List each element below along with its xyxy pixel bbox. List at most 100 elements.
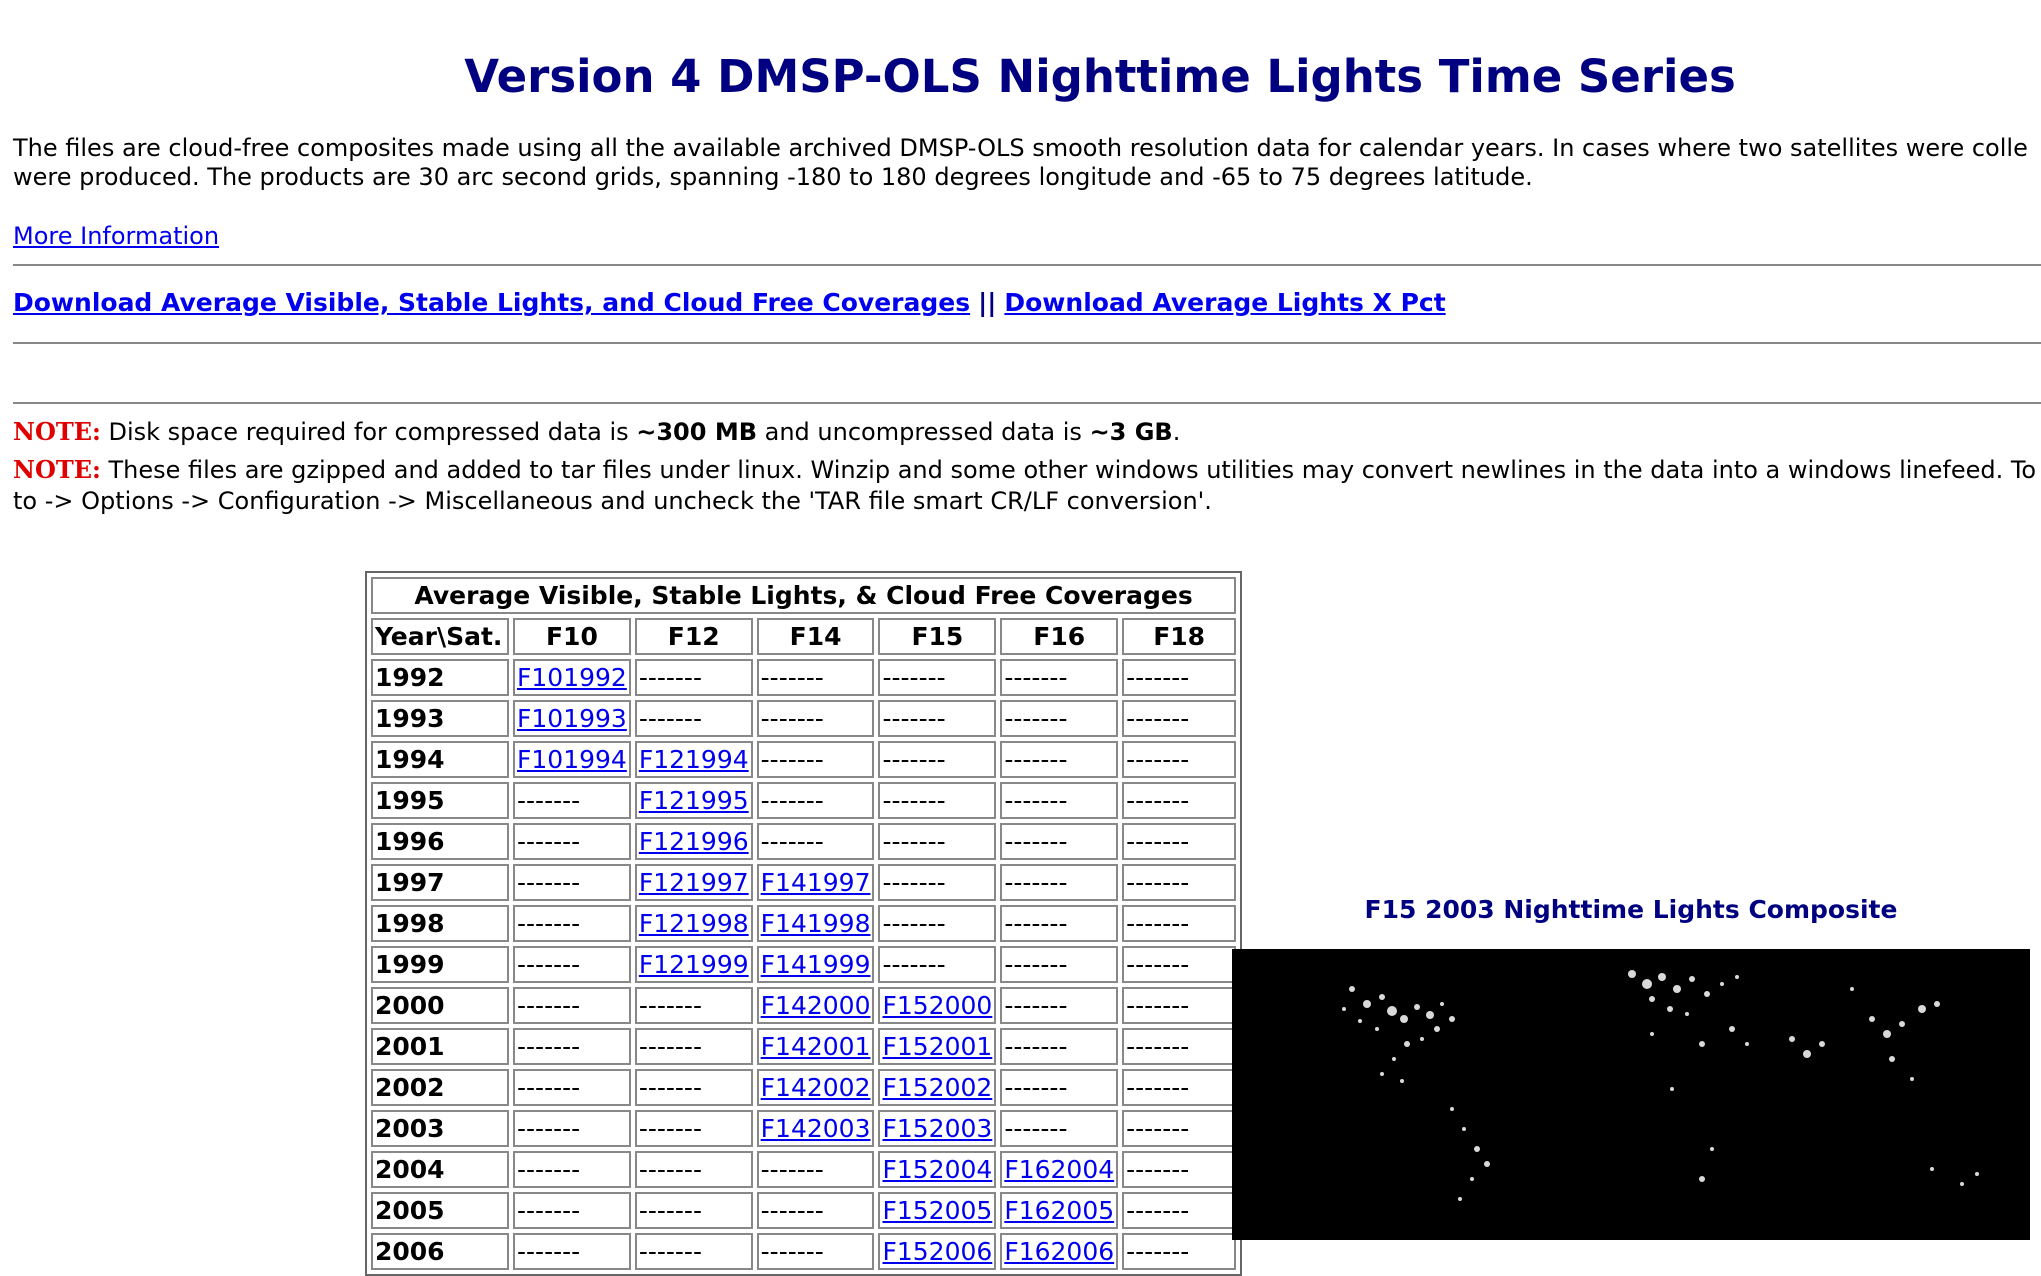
dataset-link[interactable]: F142002 — [760, 1073, 871, 1102]
table-row: 2001 ------- ------- F142001 F152001 ------- -… — [371, 1028, 1237, 1065]
empty-cell: ------- — [1122, 987, 1237, 1024]
table-cell: F141999 — [756, 946, 875, 983]
empty-cell: ------- — [756, 1151, 875, 1188]
year-cell: 1996 — [371, 823, 509, 860]
dataset-link[interactable]: F121997 — [638, 868, 749, 897]
table-cell: F152003 — [878, 1110, 997, 1147]
empty-cell: ------- — [1122, 905, 1237, 942]
download-average-visible-link[interactable]: Download Average Visible, Stable Lights,… — [13, 288, 971, 317]
empty-cell: ------- — [1122, 1110, 1237, 1147]
empty-cell: ------- — [1122, 741, 1237, 778]
empty-cell: ------- — [513, 1028, 631, 1065]
year-cell: 2001 — [371, 1028, 509, 1065]
table-cell: F142003 — [756, 1110, 875, 1147]
table-cell: F121996 — [634, 823, 753, 860]
dataset-link[interactable]: F152000 — [882, 991, 993, 1020]
empty-cell: ------- — [1122, 823, 1237, 860]
empty-cell: ------- — [1122, 946, 1237, 983]
year-cell: 1992 — [371, 659, 509, 696]
empty-cell: ------- — [878, 700, 997, 737]
dataset-link[interactable]: F121996 — [638, 827, 749, 856]
empty-cell: ------- — [1000, 864, 1119, 901]
note-text: . — [1172, 418, 1181, 446]
dataset-link[interactable]: F121999 — [638, 950, 749, 979]
empty-cell: ------- — [1000, 700, 1119, 737]
empty-cell: ------- — [634, 1110, 753, 1147]
empty-cell: ------- — [1122, 1151, 1237, 1188]
table-row: 2000 ------- ------- F142000 F152000 ------- -… — [371, 987, 1237, 1024]
download-average-lights-x-pct-link[interactable]: Download Average Lights X Pct — [1004, 288, 1446, 317]
table-row: 1993 F101993 ------- ------- ------- ------- -… — [371, 700, 1237, 737]
dataset-link[interactable]: F152003 — [882, 1114, 993, 1143]
table-row: 2002 ------- ------- F142002 F152002 ------- -… — [371, 1069, 1237, 1106]
table-cell: F152000 — [878, 987, 997, 1024]
dataset-link[interactable]: F121994 — [638, 745, 749, 774]
table-row: 2003 ------- ------- F142003 F152003 ------- -… — [371, 1110, 1237, 1147]
empty-cell: ------- — [513, 1110, 631, 1147]
column-header-f10: F10 — [513, 618, 631, 655]
empty-cell: ------- — [1000, 659, 1119, 696]
table-cell: F121999 — [634, 946, 753, 983]
empty-cell: ------- — [513, 1192, 631, 1229]
empty-cell: ------- — [513, 946, 631, 983]
note-text: Disk space required for compressed data … — [100, 418, 637, 446]
empty-cell: ------- — [1122, 1192, 1237, 1229]
table-cell: F162005 — [1000, 1192, 1119, 1229]
column-header-f15: F15 — [878, 618, 997, 655]
column-header-f12: F12 — [634, 618, 753, 655]
empty-cell: ------- — [1000, 946, 1119, 983]
coverage-table: Average Visible, Stable Lights, & Cloud … — [365, 571, 1243, 1276]
empty-cell: ------- — [878, 741, 997, 778]
dataset-link[interactable]: F101993 — [517, 704, 627, 733]
empty-cell: ------- — [1122, 782, 1237, 819]
dataset-link[interactable]: F121995 — [638, 786, 749, 815]
year-cell: 2005 — [371, 1192, 509, 1229]
table-cell: F121997 — [634, 864, 753, 901]
dataset-link[interactable]: F101994 — [517, 745, 627, 774]
empty-cell: ------- — [1000, 1028, 1119, 1065]
column-header-f14: F14 — [756, 618, 875, 655]
dataset-link[interactable]: F121998 — [638, 909, 749, 938]
dataset-link[interactable]: F162004 — [1004, 1155, 1115, 1184]
dataset-link[interactable]: F142000 — [760, 991, 871, 1020]
empty-cell: ------- — [878, 905, 997, 942]
dataset-link[interactable]: F142003 — [760, 1114, 871, 1143]
table-row: 2004 ------- ------- ------- F152004 F162004-… — [371, 1151, 1237, 1188]
dataset-link[interactable]: F142001 — [760, 1032, 871, 1061]
year-cell: 1993 — [371, 700, 509, 737]
empty-cell: ------- — [1000, 741, 1119, 778]
empty-cell: ------- — [756, 741, 875, 778]
column-header-f18: F18 — [1122, 618, 1237, 655]
table-cell: F141998 — [756, 905, 875, 942]
table-cell: F141997 — [756, 864, 875, 901]
more-information-link[interactable]: More Information — [13, 222, 220, 250]
empty-cell: ------- — [1000, 905, 1119, 942]
dataset-link[interactable]: F152004 — [882, 1155, 993, 1184]
dataset-link[interactable]: F101992 — [517, 663, 627, 692]
note-text-line-2: to -> Options -> Configuration -> Miscel… — [13, 487, 1212, 515]
dataset-link[interactable]: F152001 — [882, 1032, 993, 1061]
empty-cell: ------- — [634, 1069, 753, 1106]
empty-cell: ------- — [878, 946, 997, 983]
empty-cell: ------- — [634, 1192, 753, 1229]
dataset-link[interactable]: F152005 — [882, 1196, 993, 1225]
dataset-link[interactable]: F141998 — [760, 909, 871, 938]
dataset-link[interactable]: F141997 — [760, 868, 871, 897]
empty-cell: ------- — [634, 659, 753, 696]
dataset-link[interactable]: F141999 — [760, 950, 871, 979]
intro-line-1: The files are cloud-free composites made… — [13, 134, 2028, 162]
year-cell: 2000 — [371, 987, 509, 1024]
table-row: 2005 ------- ------- ------- F152005 F162005-… — [371, 1192, 1237, 1229]
figure-caption: F15 2003 Nighttime Lights Composite — [1364, 895, 1898, 924]
empty-cell: ------- — [756, 1192, 875, 1229]
empty-cell: ------- — [878, 823, 997, 860]
dataset-link[interactable]: F152002 — [882, 1073, 993, 1102]
empty-cell: ------- — [756, 700, 875, 737]
empty-cell: ------- — [634, 987, 753, 1024]
table-cell: F121995 — [634, 782, 753, 819]
year-cell: 1997 — [371, 864, 509, 901]
table-caption: Average Visible, Stable Lights, & Cloud … — [371, 577, 1237, 614]
table-cell: F142000 — [756, 987, 875, 1024]
dataset-link[interactable]: F162005 — [1004, 1196, 1115, 1225]
year-cell: 1999 — [371, 946, 509, 983]
